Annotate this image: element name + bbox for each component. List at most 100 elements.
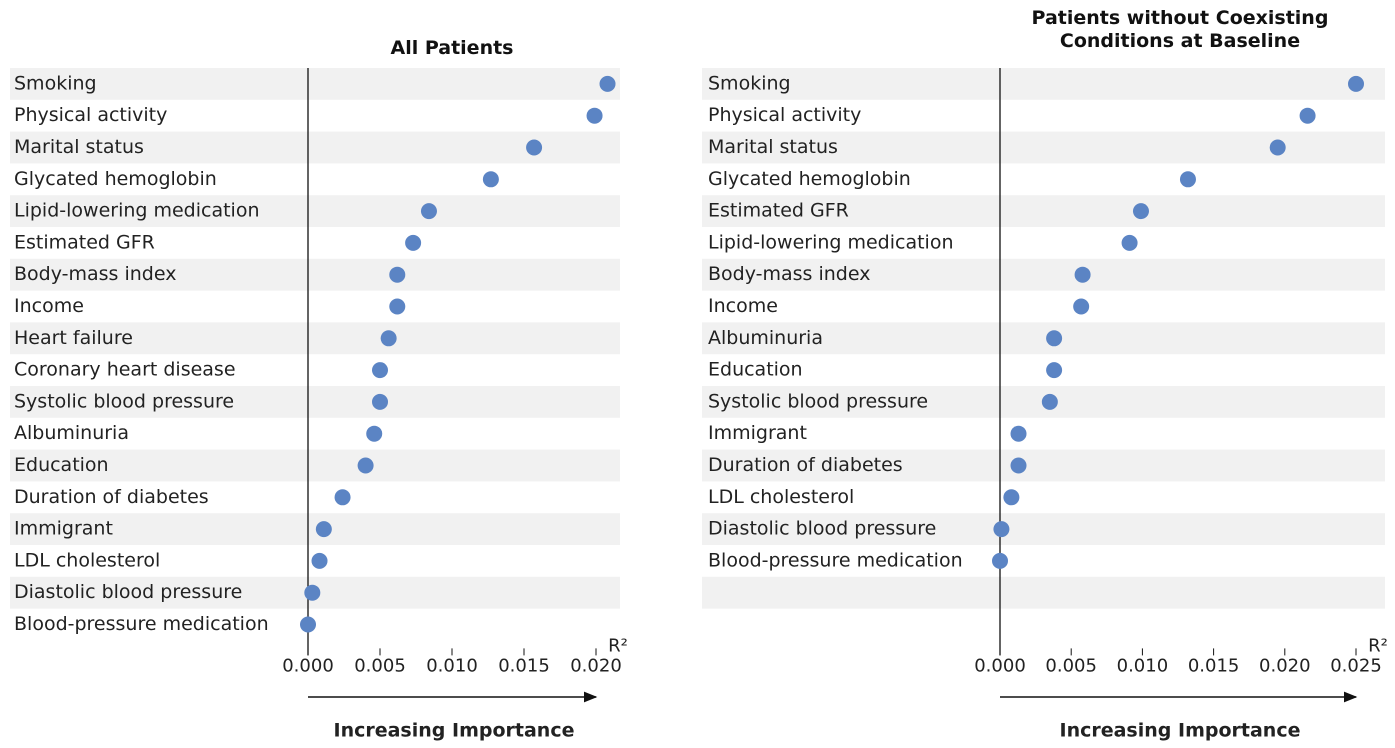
x-tick-label: 0.000 [282, 655, 334, 676]
x-tick-label: 0.020 [570, 655, 622, 676]
category-label: Blood-pressure medication [708, 549, 963, 571]
x-tick-label: 0.010 [426, 655, 478, 676]
category-label: Marital status [708, 136, 838, 158]
dot [1073, 298, 1090, 315]
category-label: LDL cholesterol [708, 486, 854, 508]
dot [304, 584, 321, 601]
row-stripe [702, 68, 1385, 100]
row-stripe [702, 322, 1385, 355]
dot [586, 107, 603, 124]
arrow-label: Increasing Importance [334, 720, 575, 742]
x-tick-label: 0.015 [1188, 655, 1240, 676]
dot [420, 203, 437, 220]
category-label: Diastolic blood pressure [14, 581, 242, 603]
dot [389, 266, 406, 283]
row-stripe [10, 258, 620, 291]
x-tick-label: 0.010 [1117, 655, 1169, 676]
category-label: Marital status [14, 136, 144, 158]
category-label: Diastolic blood pressure [708, 518, 936, 540]
row-stripe [10, 513, 620, 545]
category-label: Albuminuria [14, 422, 129, 444]
dot [1041, 393, 1058, 410]
dot [1046, 330, 1063, 347]
dot [372, 393, 388, 410]
category-label: Systolic blood pressure [708, 390, 928, 412]
category-label: Body-mass index [14, 263, 176, 285]
row-stripe [10, 195, 620, 227]
dot [1010, 457, 1027, 474]
dot [389, 298, 406, 315]
category-label: Immigrant [708, 422, 807, 444]
row-stripe [702, 449, 1385, 482]
dot [366, 425, 383, 442]
dot [334, 489, 351, 506]
category-label: Estimated GFR [14, 231, 155, 253]
category-label: LDL cholesterol [14, 549, 160, 571]
x-tick-label: 0.000 [974, 655, 1026, 676]
dot [405, 234, 422, 251]
category-label: Albuminuria [708, 327, 823, 349]
dot [482, 171, 499, 188]
category-label: Physical activity [708, 104, 861, 126]
category-label: Education [14, 454, 109, 476]
category-label: Duration of diabetes [14, 486, 209, 508]
category-label: Blood-pressure medication [14, 613, 269, 635]
category-label: Estimated GFR [708, 200, 849, 222]
category-label: Systolic blood pressure [14, 390, 234, 412]
x-tick-label: 0.015 [498, 655, 550, 676]
row-stripe [10, 449, 620, 482]
dot [1348, 75, 1364, 92]
category-label: Smoking [14, 72, 97, 94]
dot [1132, 203, 1149, 220]
x-tick-label: 0.005 [354, 655, 406, 676]
dot [1074, 266, 1091, 283]
x-tick-label: 0.025 [1330, 655, 1382, 676]
category-label: Physical activity [14, 104, 167, 126]
row-stripe [10, 386, 620, 418]
dot [357, 457, 374, 474]
category-label: Income [708, 295, 778, 317]
category-label: Lipid-lowering medication [14, 200, 260, 222]
dot [1003, 489, 1020, 506]
dot [526, 139, 543, 156]
row-stripe [702, 258, 1385, 291]
chart-title: Patients without Coexisting Conditions a… [1031, 7, 1329, 52]
arrow-label: Increasing Importance [1060, 720, 1301, 742]
dot [1299, 107, 1316, 124]
row-stripe [702, 195, 1385, 227]
row-stripe [10, 131, 620, 164]
category-label: Glycated hemoglobin [14, 168, 217, 190]
x-axis-label: R² [1368, 635, 1388, 656]
category-label: Coronary heart disease [14, 359, 236, 381]
dot [993, 521, 1010, 538]
category-label: Lipid-lowering medication [708, 231, 954, 253]
category-label: Immigrant [14, 518, 113, 540]
x-tick-label: 0.005 [1045, 655, 1097, 676]
dot [380, 330, 397, 347]
dot [1121, 234, 1138, 251]
row-stripe [10, 322, 620, 355]
dot [1046, 362, 1063, 379]
category-label: Glycated hemoglobin [708, 168, 911, 190]
dot [1269, 139, 1286, 156]
chart-title: All Patients [390, 37, 514, 59]
dot [315, 521, 332, 538]
dot [599, 75, 616, 92]
dot [311, 552, 328, 569]
category-label: Smoking [708, 72, 791, 94]
dot [372, 362, 388, 379]
row-stripe [702, 576, 1385, 609]
dot [1010, 425, 1027, 442]
row-stripe [10, 68, 620, 100]
category-label: Heart failure [14, 327, 133, 349]
row-stripe [702, 513, 1385, 545]
dot [300, 616, 316, 633]
x-axis-label: R² [608, 635, 628, 656]
category-label: Education [708, 359, 803, 381]
x-tick-label: 0.020 [1259, 655, 1311, 676]
category-label: Income [14, 295, 84, 317]
dot [992, 552, 1008, 569]
category-label: Duration of diabetes [708, 454, 903, 476]
